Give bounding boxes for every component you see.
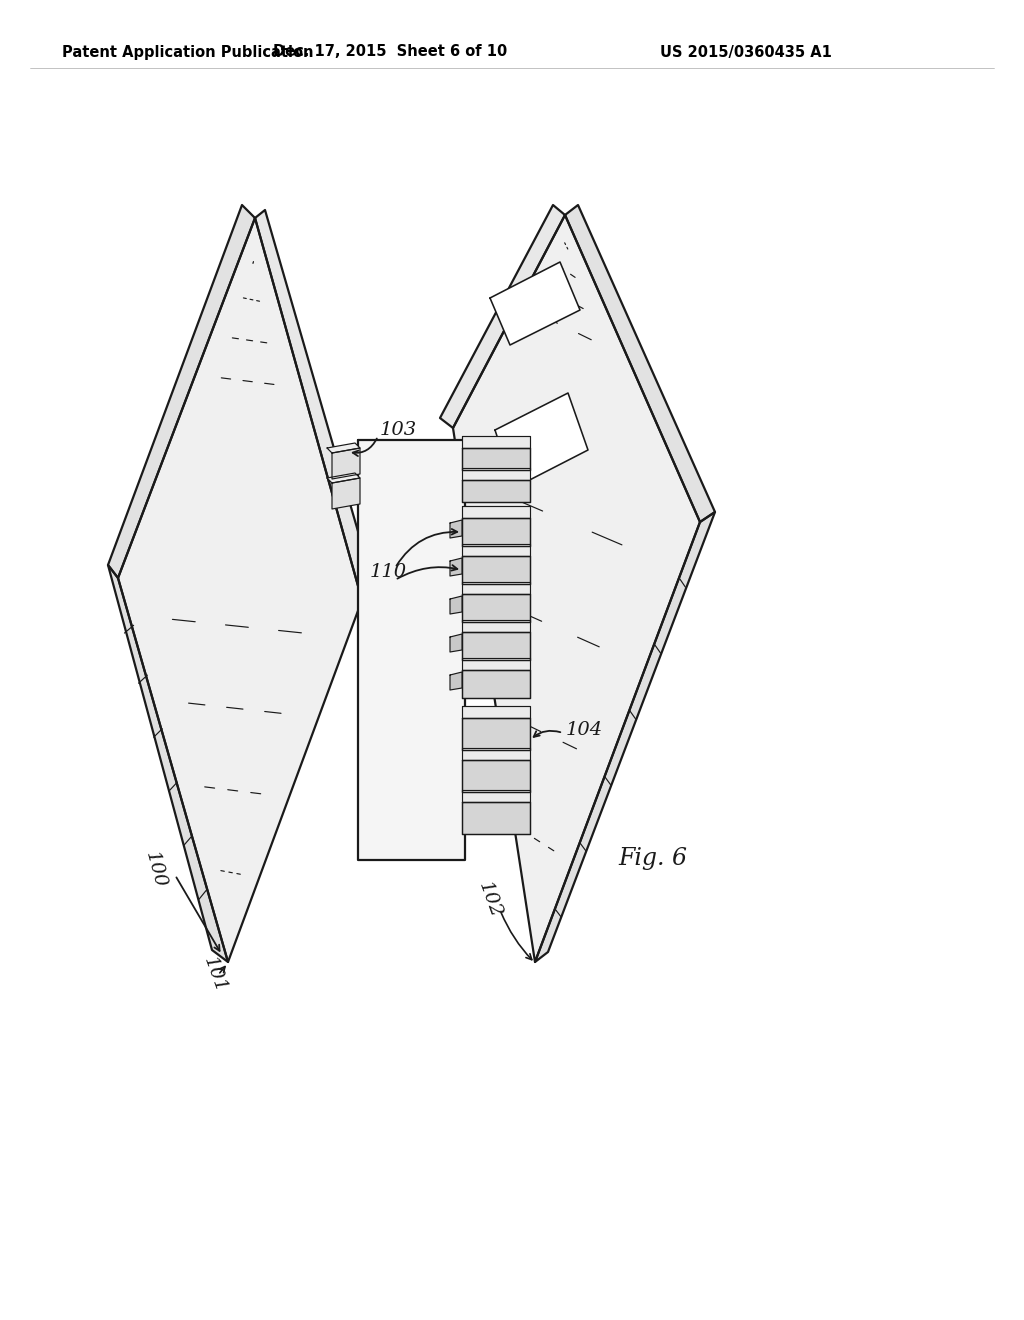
- Polygon shape: [327, 473, 360, 483]
- Polygon shape: [255, 210, 375, 601]
- Polygon shape: [440, 205, 565, 428]
- Polygon shape: [118, 218, 362, 962]
- Polygon shape: [450, 634, 462, 652]
- Polygon shape: [462, 469, 530, 480]
- Polygon shape: [462, 480, 530, 502]
- Polygon shape: [462, 748, 530, 760]
- Polygon shape: [462, 803, 530, 834]
- Polygon shape: [462, 517, 530, 546]
- Polygon shape: [462, 620, 530, 632]
- Text: 110: 110: [370, 564, 408, 581]
- Polygon shape: [462, 632, 530, 660]
- Polygon shape: [495, 393, 588, 488]
- Polygon shape: [450, 558, 462, 576]
- Polygon shape: [332, 447, 360, 479]
- Text: Patent Application Publication: Patent Application Publication: [62, 45, 313, 59]
- Polygon shape: [565, 205, 715, 521]
- Polygon shape: [462, 447, 530, 470]
- Text: Fig. 6: Fig. 6: [618, 846, 687, 870]
- Polygon shape: [450, 520, 462, 539]
- Text: 103: 103: [380, 421, 417, 440]
- Polygon shape: [462, 671, 530, 698]
- Polygon shape: [462, 760, 530, 792]
- Text: 100: 100: [141, 850, 169, 890]
- Polygon shape: [332, 478, 360, 510]
- Polygon shape: [462, 582, 530, 594]
- Polygon shape: [462, 506, 530, 517]
- Polygon shape: [462, 436, 530, 447]
- Polygon shape: [462, 544, 530, 556]
- Polygon shape: [462, 594, 530, 622]
- Polygon shape: [358, 440, 465, 861]
- Polygon shape: [490, 261, 580, 345]
- Polygon shape: [462, 789, 530, 803]
- Polygon shape: [108, 205, 255, 578]
- Polygon shape: [462, 718, 530, 750]
- Text: Dec. 17, 2015  Sheet 6 of 10: Dec. 17, 2015 Sheet 6 of 10: [272, 45, 507, 59]
- Polygon shape: [535, 512, 715, 962]
- Text: 101: 101: [201, 954, 229, 995]
- Polygon shape: [327, 444, 360, 453]
- Polygon shape: [108, 565, 228, 962]
- Polygon shape: [450, 597, 462, 614]
- Polygon shape: [462, 556, 530, 583]
- Polygon shape: [462, 657, 530, 671]
- Text: 102: 102: [475, 879, 505, 920]
- Text: 104: 104: [566, 721, 603, 739]
- Polygon shape: [453, 215, 700, 962]
- Polygon shape: [462, 706, 530, 718]
- Polygon shape: [450, 672, 462, 690]
- Text: US 2015/0360435 A1: US 2015/0360435 A1: [660, 45, 831, 59]
